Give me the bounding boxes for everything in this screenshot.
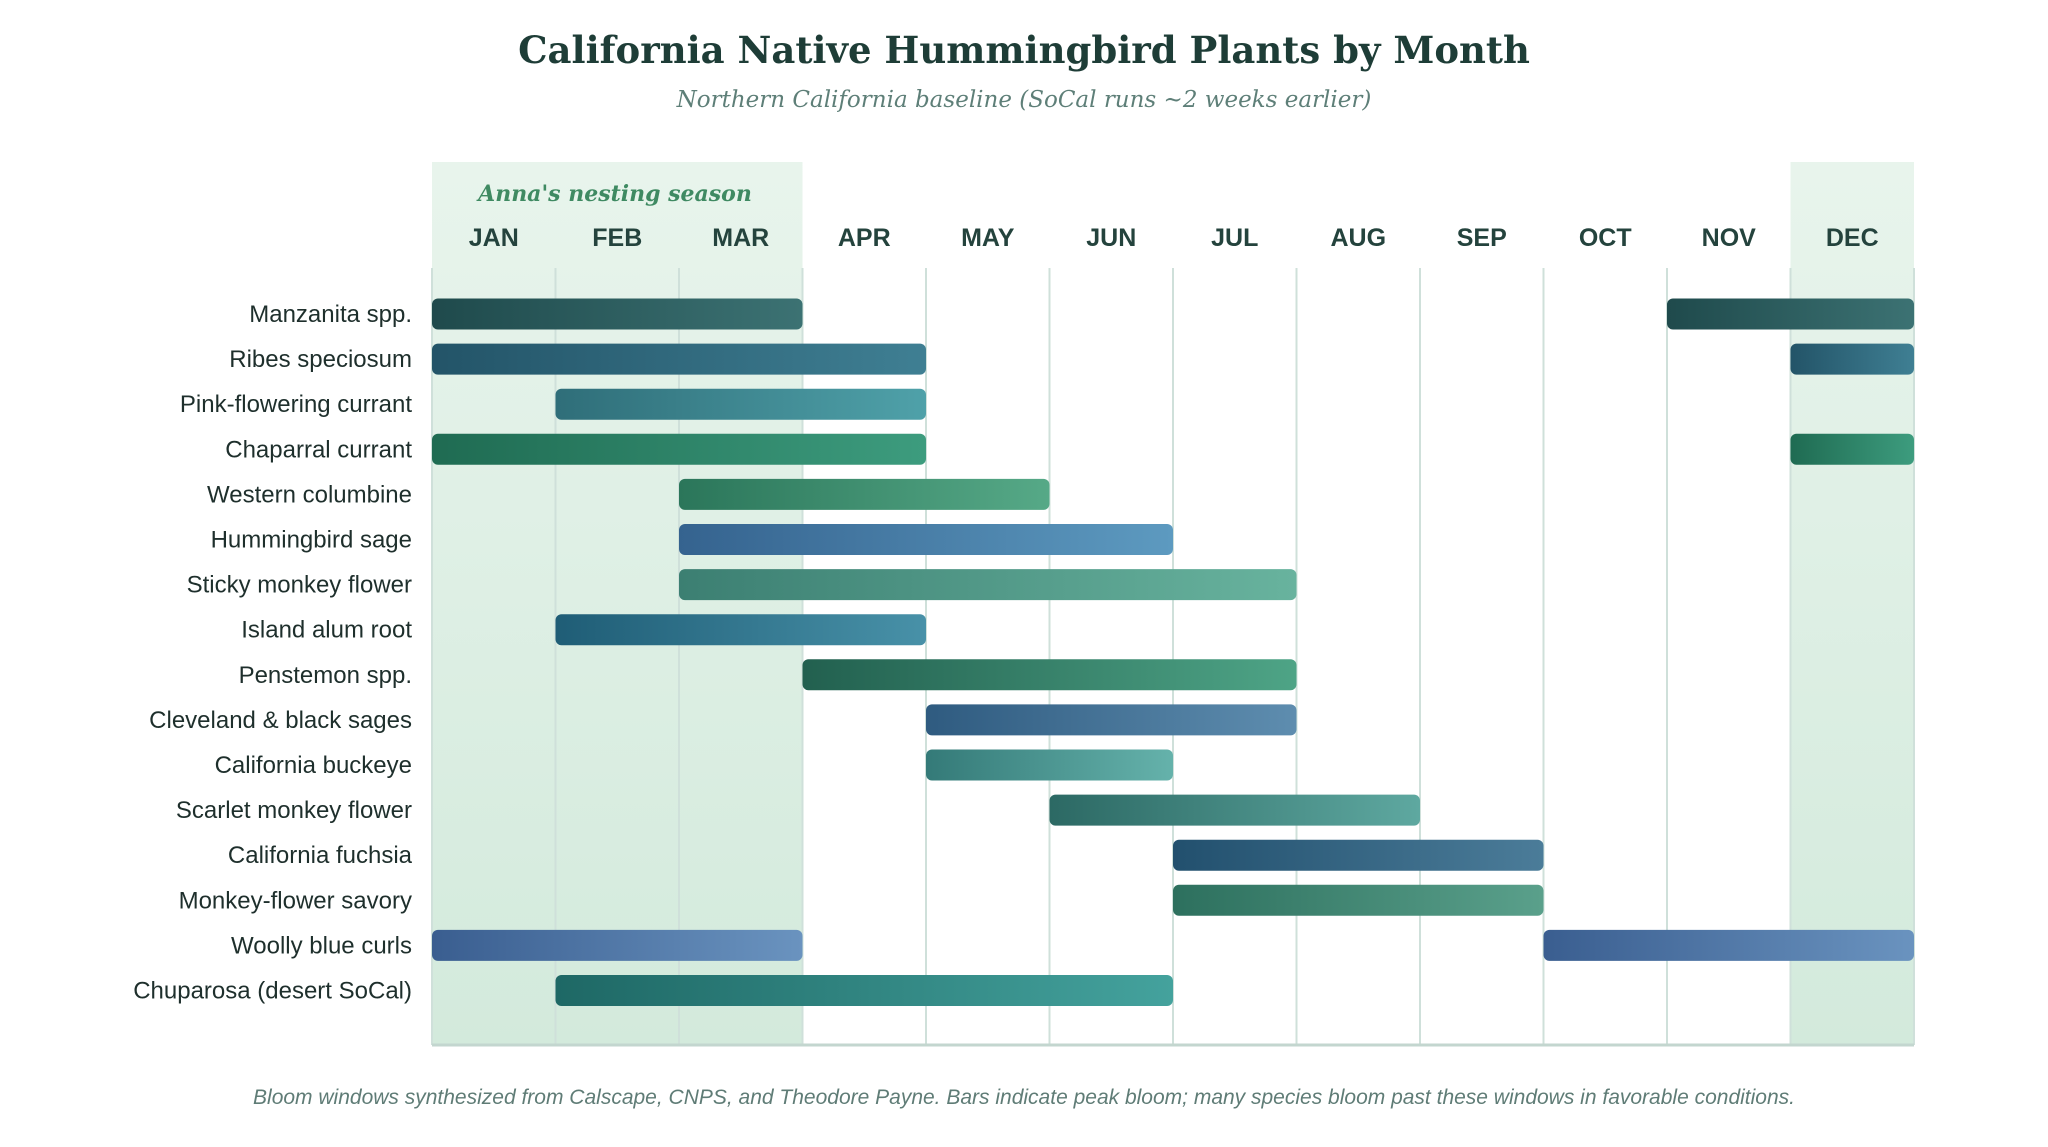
nesting-season-band bbox=[1790, 162, 1914, 1045]
bloom-bar bbox=[679, 569, 1297, 601]
bloom-bar bbox=[1173, 839, 1544, 871]
plant-label: Chaparral currant bbox=[225, 436, 412, 463]
plant-label: Woolly blue curls bbox=[231, 932, 412, 959]
month-label-jul: JUL bbox=[1211, 224, 1258, 252]
bloom-bar bbox=[432, 343, 926, 375]
bloom-bar bbox=[1667, 298, 1914, 330]
plant-label: Western columbine bbox=[207, 481, 412, 508]
bloom-bar bbox=[926, 704, 1297, 736]
month-label-oct: OCT bbox=[1579, 224, 1632, 252]
plant-label: California buckeye bbox=[215, 752, 412, 779]
month-label-dec: DEC bbox=[1826, 224, 1879, 252]
bloom-bar bbox=[555, 388, 926, 420]
plant-label: Island alum root bbox=[241, 617, 412, 644]
month-label-aug: AUG bbox=[1330, 224, 1386, 252]
chart-title: California Native Hummingbird Plants by … bbox=[518, 28, 1530, 72]
month-label-feb: FEB bbox=[592, 224, 642, 252]
plant-label: Pink-flowering currant bbox=[180, 391, 412, 418]
plant-label: California fuchsia bbox=[228, 842, 413, 869]
bloom-bar bbox=[1790, 433, 1914, 465]
bloom-bar bbox=[1173, 884, 1544, 916]
chart-subtitle: Northern California baseline (SoCal runs… bbox=[676, 87, 1372, 113]
bloom-bar bbox=[679, 524, 1173, 555]
bloom-bar bbox=[1049, 794, 1420, 826]
plant-label: Manzanita spp. bbox=[249, 301, 412, 328]
bloom-bar bbox=[555, 614, 926, 646]
month-label-jun: JUN bbox=[1086, 224, 1136, 252]
month-label-nov: NOV bbox=[1702, 224, 1757, 252]
plant-label: Ribes speciosum bbox=[229, 346, 412, 373]
nesting-season-band bbox=[679, 162, 803, 1045]
bloom-bar bbox=[1790, 343, 1914, 375]
bloom-bar bbox=[926, 749, 1173, 781]
bloom-bar bbox=[555, 975, 1173, 1006]
plant-label: Sticky monkey flower bbox=[187, 572, 412, 599]
nesting-season-band bbox=[555, 162, 679, 1045]
bloom-bar bbox=[1543, 929, 1914, 961]
plant-label: Cleveland & black sages bbox=[149, 707, 412, 734]
bloom-bar bbox=[432, 929, 803, 961]
bloom-bar bbox=[679, 478, 1050, 510]
plant-label: Monkey-flower savory bbox=[179, 887, 412, 914]
bloom-bar bbox=[432, 298, 803, 330]
chart-footnote: Bloom windows synthesized from Calscape,… bbox=[253, 1086, 1795, 1109]
bloom-bar bbox=[432, 433, 926, 465]
plant-label: Scarlet monkey flower bbox=[176, 797, 412, 824]
month-label-sep: SEP bbox=[1457, 224, 1507, 252]
month-label-jan: JAN bbox=[469, 224, 519, 252]
nesting-season-label: Anna's nesting season bbox=[476, 181, 752, 207]
plant-label: Hummingbird sage bbox=[211, 527, 412, 554]
month-label-apr: APR bbox=[838, 224, 891, 252]
bloom-bar bbox=[802, 659, 1297, 691]
plant-label: Chuparosa (desert SoCal) bbox=[133, 978, 412, 1005]
nesting-season-band bbox=[432, 162, 556, 1045]
plant-label: Penstemon spp. bbox=[239, 662, 412, 689]
month-label-may: MAY bbox=[961, 224, 1015, 252]
month-label-mar: MAR bbox=[712, 224, 769, 252]
